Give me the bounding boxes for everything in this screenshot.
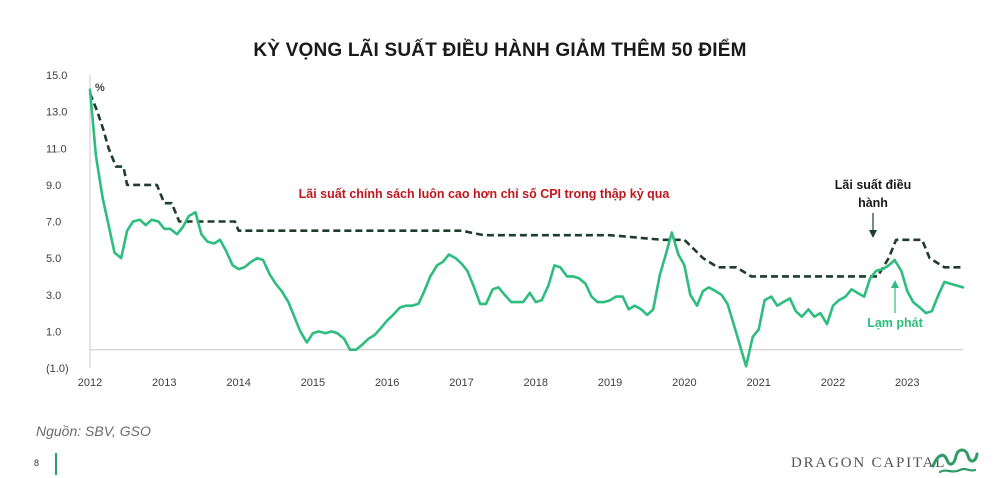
- policy-note: Lãi suất chính sách luôn cao hơn chỉ số …: [299, 187, 671, 201]
- x-tick-label: 2018: [524, 377, 548, 389]
- x-tick-label: 2020: [672, 377, 696, 389]
- policy-rate-arrow-head: [869, 230, 877, 238]
- chart-title: KỲ VỌNG LÃI SUẤT ĐIỀU HÀNH GIẢM THÊM 50 …: [253, 40, 747, 61]
- y-tick-label: 15.0: [46, 70, 67, 82]
- unit-label: %: [95, 82, 105, 94]
- y-tick-label: 7.0: [46, 217, 61, 229]
- policy-rate-line: [88, 92, 963, 278]
- series-group: [88, 88, 965, 368]
- brand-name: DRAGON CAPITAL: [791, 455, 947, 471]
- x-tick-label: 2013: [152, 377, 176, 389]
- page-divider: [55, 453, 57, 475]
- inflation-line: [88, 88, 965, 368]
- source-note: Nguồn: SBV, GSO: [36, 423, 151, 439]
- y-tick-label: (1.0): [46, 363, 69, 375]
- x-tick-label: 2021: [746, 377, 770, 389]
- x-tick-label: 2022: [821, 377, 845, 389]
- y-tick-label: 3.0: [46, 290, 61, 302]
- x-tick-label: 2015: [301, 377, 325, 389]
- policy-rate-label-line2: hành: [858, 196, 888, 210]
- y-tick-label: 13.0: [46, 107, 67, 119]
- axes: 15.0 13.0 11.0 9.0 7.0 5.0 3.0 1.0 (1.0) 2012 2013…: [46, 70, 963, 389]
- x-tick-label: 2012: [78, 377, 102, 389]
- x-tick-label: 2017: [449, 377, 473, 389]
- x-tick-label: 2023: [895, 377, 919, 389]
- policy-rate-label-line1: Lãi suất điều: [835, 178, 911, 192]
- y-tick-label: 5.0: [46, 253, 61, 265]
- inflation-label: Lạm phát: [867, 316, 923, 330]
- y-tick-label: 11.0: [46, 143, 67, 155]
- y-tick-label: 9.0: [46, 180, 61, 192]
- x-tick-label: 2016: [375, 377, 399, 389]
- x-tick-label: 2019: [598, 377, 622, 389]
- inflation-arrow-head: [891, 280, 899, 288]
- x-tick-label: 2014: [226, 377, 250, 389]
- y-tick-label: 1.0: [46, 326, 61, 338]
- dragon-logo-icon: [931, 448, 979, 474]
- page-number: 8: [34, 458, 40, 468]
- annotations: % Lãi suất chính sách luôn cao hơn chỉ s…: [95, 82, 924, 330]
- chart: 15.0 13.0 11.0 9.0 7.0 5.0 3.0 1.0 (1.0) 2012 2013…: [46, 70, 965, 389]
